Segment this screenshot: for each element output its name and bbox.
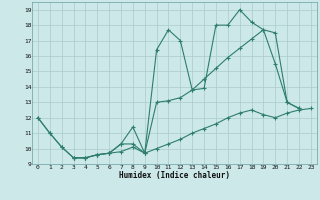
X-axis label: Humidex (Indice chaleur): Humidex (Indice chaleur) xyxy=(119,171,230,180)
